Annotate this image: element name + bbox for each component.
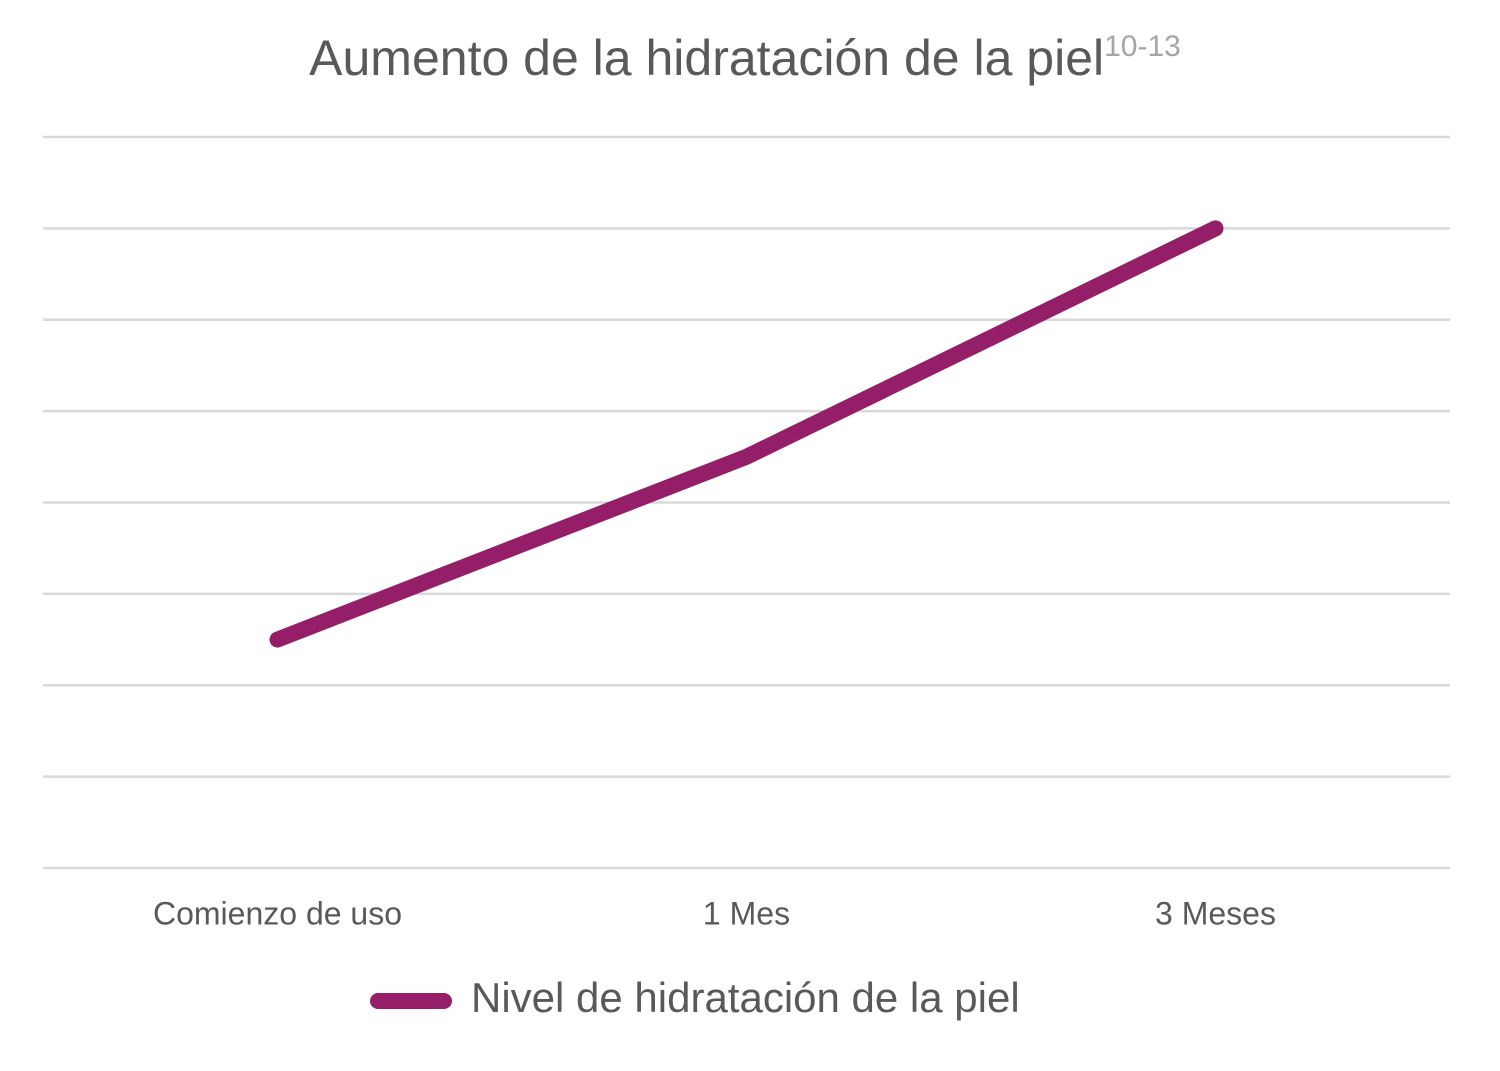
legend-label: Nivel de hidratación de la piel (471, 974, 1020, 1021)
x-tick-label: 3 Meses (1155, 895, 1276, 931)
chart-title: Aumento de la hidratación de la piel10-1… (309, 30, 1181, 86)
x-tick-label: 1 Mes (703, 895, 790, 931)
data-line (269, 220, 1224, 648)
legend: Nivel de hidratación de la piel (370, 974, 1020, 1021)
title-superscript: 10-13 (1104, 30, 1181, 63)
x-tick-label: Comienzo de uso (153, 895, 402, 931)
title-text: Aumento de la hidratación de la piel (309, 30, 1104, 86)
